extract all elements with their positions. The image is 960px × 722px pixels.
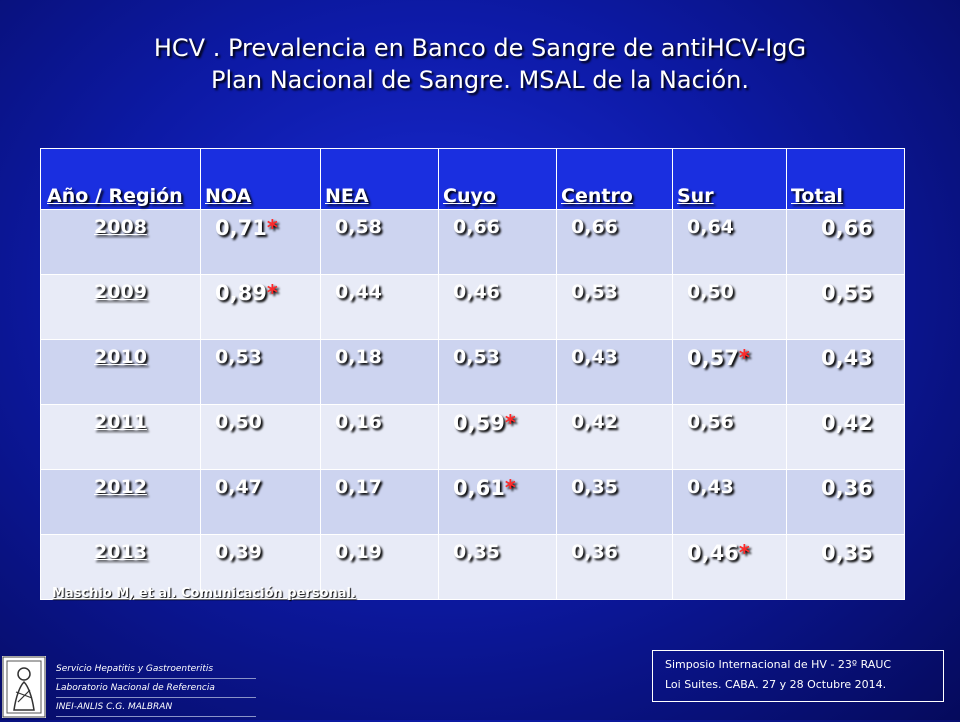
cell-centro: 0,53 [556, 274, 673, 340]
cell-total: 0,55 [786, 274, 905, 340]
significance-star: * [738, 346, 750, 370]
header-cuyo: Cuyo [438, 148, 557, 210]
institution-line-1: Servicio Hepatitis y Gastroenteritis [56, 660, 256, 679]
institution-info: Servicio Hepatitis y Gastroenteritis Lab… [56, 660, 256, 717]
cell-year: 2009 [40, 274, 201, 340]
cell-nea: 0,17 [320, 469, 439, 535]
table-header-row: Año / Región NOA NEA Cuyo Centro Sur Tot… [40, 148, 905, 210]
cell-cuyo: 0,66 [438, 209, 557, 275]
cell-cuyo: 0,46 [438, 274, 557, 340]
cell-year: 2012 [40, 469, 201, 535]
cell-cuyo: 0,53 [438, 339, 557, 405]
significance-star: * [738, 541, 750, 565]
table-row: 2012 0,47 0,17 0,61* 0,35 0,43 0,36 [40, 469, 905, 535]
cell-cuyo: 0,61* [438, 469, 557, 535]
cell-noa: 0,53 [200, 339, 321, 405]
cell-year: 2010 [40, 339, 201, 405]
cell-centro: 0,43 [556, 339, 673, 405]
cell-sur: 0,43 [672, 469, 787, 535]
institution-line-3: INEI-ANLIS C.G. MALBRAN [56, 698, 256, 717]
header-total: Total [786, 148, 905, 210]
event-line-1: Simposio Internacional de HV - 23º RAUC [665, 658, 892, 671]
significance-star: * [504, 411, 516, 435]
table-row: 2013 0,39 0,19 0,35 0,36 0,46* 0,35 [40, 534, 905, 600]
cell-sur: 0,46* [672, 534, 787, 600]
event-box: Simposio Internacional de HV - 23º RAUC … [652, 650, 944, 702]
malbran-logo-icon [2, 656, 46, 718]
cell-centro: 0,42 [556, 404, 673, 470]
table-row: 2008 0,71* 0,58 0,66 0,66 0,64 0,66 [40, 209, 905, 275]
cell-nea: 0,58 [320, 209, 439, 275]
cell-nea: 0,16 [320, 404, 439, 470]
cell-cuyo: 0,59* [438, 404, 557, 470]
cell-sur: 0,64 [672, 209, 787, 275]
cell-noa: 0,89* [200, 274, 321, 340]
event-line-2: Loi Suites. CABA. 27 y 28 Octubre 2014. [665, 678, 887, 691]
cell-total: 0,42 [786, 404, 905, 470]
cell-noa: 0,47 [200, 469, 321, 535]
cell-sur: 0,56 [672, 404, 787, 470]
table-row: 2009 0,89* 0,44 0,46 0,53 0,50 0,55 [40, 274, 905, 340]
header-nea: NEA [320, 148, 439, 210]
title-line-1: HCV . Prevalencia en Banco de Sangre de … [153, 34, 807, 62]
table-row: 2010 0,53 0,18 0,53 0,43 0,57* 0,43 [40, 339, 905, 405]
cell-total: 0,43 [786, 339, 905, 405]
header-sur: Sur [672, 148, 787, 210]
cell-sur: 0,57* [672, 339, 787, 405]
cell-year: 2011 [40, 404, 201, 470]
cell-nea: 0,18 [320, 339, 439, 405]
table-row: 2011 0,50 0,16 0,59* 0,42 0,56 0,42 [40, 404, 905, 470]
cell-cuyo: 0,35 [438, 534, 557, 600]
cell-centro: 0,36 [556, 534, 673, 600]
significance-star: * [266, 281, 278, 305]
cell-year: 2013 [40, 534, 201, 600]
title-line-2: Plan Nacional de Sangre. MSAL de la Naci… [211, 66, 749, 94]
significance-star: * [504, 476, 516, 500]
cell-centro: 0,66 [556, 209, 673, 275]
header-noa: NOA [200, 148, 321, 210]
header-centro: Centro [556, 148, 673, 210]
cell-noa: 0,71* [200, 209, 321, 275]
cell-sur: 0,50 [672, 274, 787, 340]
cell-total: 0,35 [786, 534, 905, 600]
cell-total: 0,36 [786, 469, 905, 535]
cell-noa: 0,50 [200, 404, 321, 470]
header-year-region: Año / Región [40, 148, 201, 210]
institution-logo [2, 656, 46, 718]
reference-note: Maschio M, et al. Comunicación personal. [52, 586, 356, 601]
cell-nea: 0,19 [320, 534, 439, 600]
significance-star: * [266, 216, 278, 240]
cell-centro: 0,35 [556, 469, 673, 535]
slide-title: HCV . Prevalencia en Banco de Sangre de … [0, 32, 960, 96]
cell-total: 0,66 [786, 209, 905, 275]
institution-line-2: Laboratorio Nacional de Referencia [56, 679, 256, 698]
prevalence-table: Año / Región NOA NEA Cuyo Centro Sur Tot… [40, 148, 905, 600]
cell-year: 2008 [40, 209, 201, 275]
cell-nea: 0,44 [320, 274, 439, 340]
